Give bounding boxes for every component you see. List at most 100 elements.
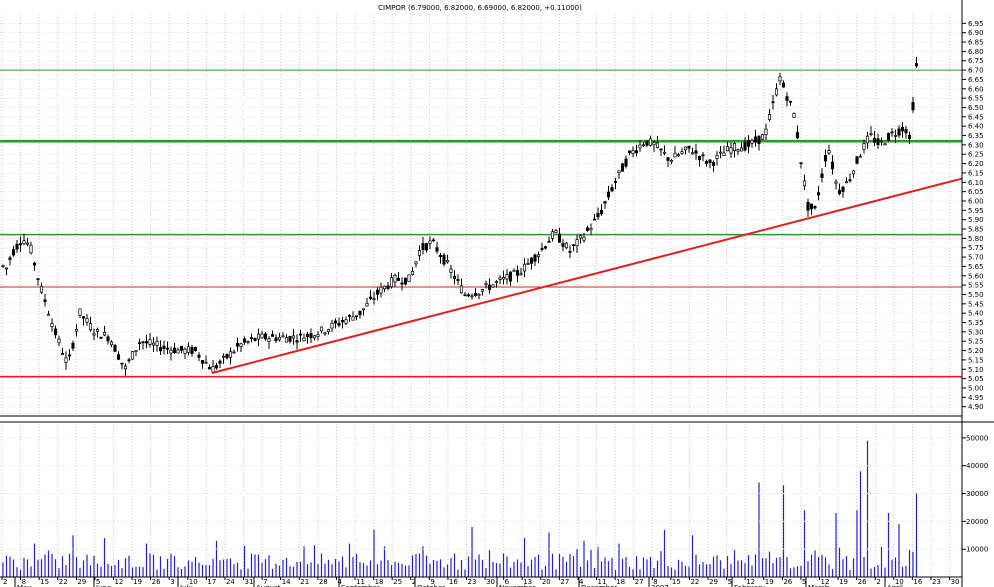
price-tick-label: 6.40 [968,123,984,131]
candle-body [767,114,772,120]
price-tick-label: 6.60 [968,85,984,93]
price-gridlines [0,22,962,408]
price-tick-label: 5.40 [968,310,984,318]
candle-body [785,96,789,101]
candle-body [43,299,47,302]
date-month-label: February [734,584,765,587]
date-month-label: 2007 [651,584,669,587]
candle-body [88,323,93,331]
candle-body [323,332,327,335]
date-day-label: 28 [319,578,328,586]
candle-body [347,315,352,317]
chart-title: CIMPOR (6.79000, 6.82000, 6.69000, 6.820… [378,4,582,12]
price-tick-label: 6.25 [968,151,984,159]
candle-body [298,333,303,336]
candle-body [288,336,292,342]
candle-body [15,243,19,250]
candle-body [729,147,733,154]
price-tick-label: 6.50 [968,104,984,112]
candle-body [365,303,369,307]
candle-body [666,157,670,161]
candle-body [480,289,485,292]
candle-body [872,137,877,143]
candle-body [95,328,100,332]
candle-body [914,63,919,67]
date-day-label: 5 [96,578,100,586]
candle-body [585,227,590,231]
candle-body [844,181,849,184]
candle-body [60,353,65,355]
candle-body [186,346,191,353]
candle-body [659,148,663,151]
candle-body [417,250,422,256]
candle-body [834,181,838,184]
candle-body [893,135,898,137]
candle-body [897,128,901,136]
date-day-label: 19 [765,578,774,586]
date-month-label: September [341,584,380,587]
date-day-label: 12 [821,578,830,586]
price-tick-label: 5.00 [968,384,984,392]
candle-body [281,335,285,338]
candle-body [326,329,331,332]
date-day-label: 25 [393,578,402,586]
date-day-label: 27 [560,578,569,586]
candle-body [816,192,821,196]
candle-body [176,349,180,354]
candle-body [886,133,891,141]
candle-body [501,277,506,280]
candle-body [438,255,443,258]
price-axis: 6.956.90 6.856.806.75 6.706.656.60 6.556.50… [962,20,984,411]
candle-body [4,267,9,270]
candle-body [592,218,597,221]
candle-body [750,140,754,144]
candle-body [757,135,761,145]
price-tick-label: 5.65 [968,263,984,271]
date-day-label: 9 [430,578,434,586]
price-tick-label: 5.50 [968,291,984,299]
candle-body [519,273,523,276]
date-month-label: April [887,584,903,587]
candle-body [753,136,758,143]
candle-body [806,201,810,211]
candle-body [452,275,457,280]
candle-body [515,270,520,276]
candle-body [113,344,117,352]
candle-body [22,240,26,245]
date-day-label: 2 [876,578,880,586]
candle-body [340,319,345,323]
candle-body [820,173,824,178]
vertical-gridlines [1,14,951,577]
candle-body [225,353,229,359]
candle-body [470,295,474,298]
candle-body [165,347,170,350]
candle-body [204,361,208,364]
candle-body [837,189,842,194]
candle-body [309,333,313,339]
candle-body [260,333,264,339]
price-tick-label: 5.35 [968,319,984,327]
candle-body [858,155,863,158]
date-month-label: May [17,584,31,587]
candle-body [32,262,37,266]
candle-body [67,354,72,357]
candle-body [46,313,51,316]
price-tick-label: 5.75 [968,244,984,252]
candle-body [361,308,366,311]
candle-body [540,248,544,250]
candle-body [774,88,779,96]
candle-body [799,162,803,165]
candle-body [235,343,240,347]
candle-body [74,329,79,332]
candle-body [459,285,464,294]
date-day-label: 2 [412,578,416,586]
candle-body [456,279,460,281]
candle-body [386,285,390,289]
date-month-label: October [417,584,445,587]
date-day-label: 30 [486,578,495,586]
candle-body [211,366,215,373]
candle-body [715,155,719,159]
candle-body [372,298,376,300]
